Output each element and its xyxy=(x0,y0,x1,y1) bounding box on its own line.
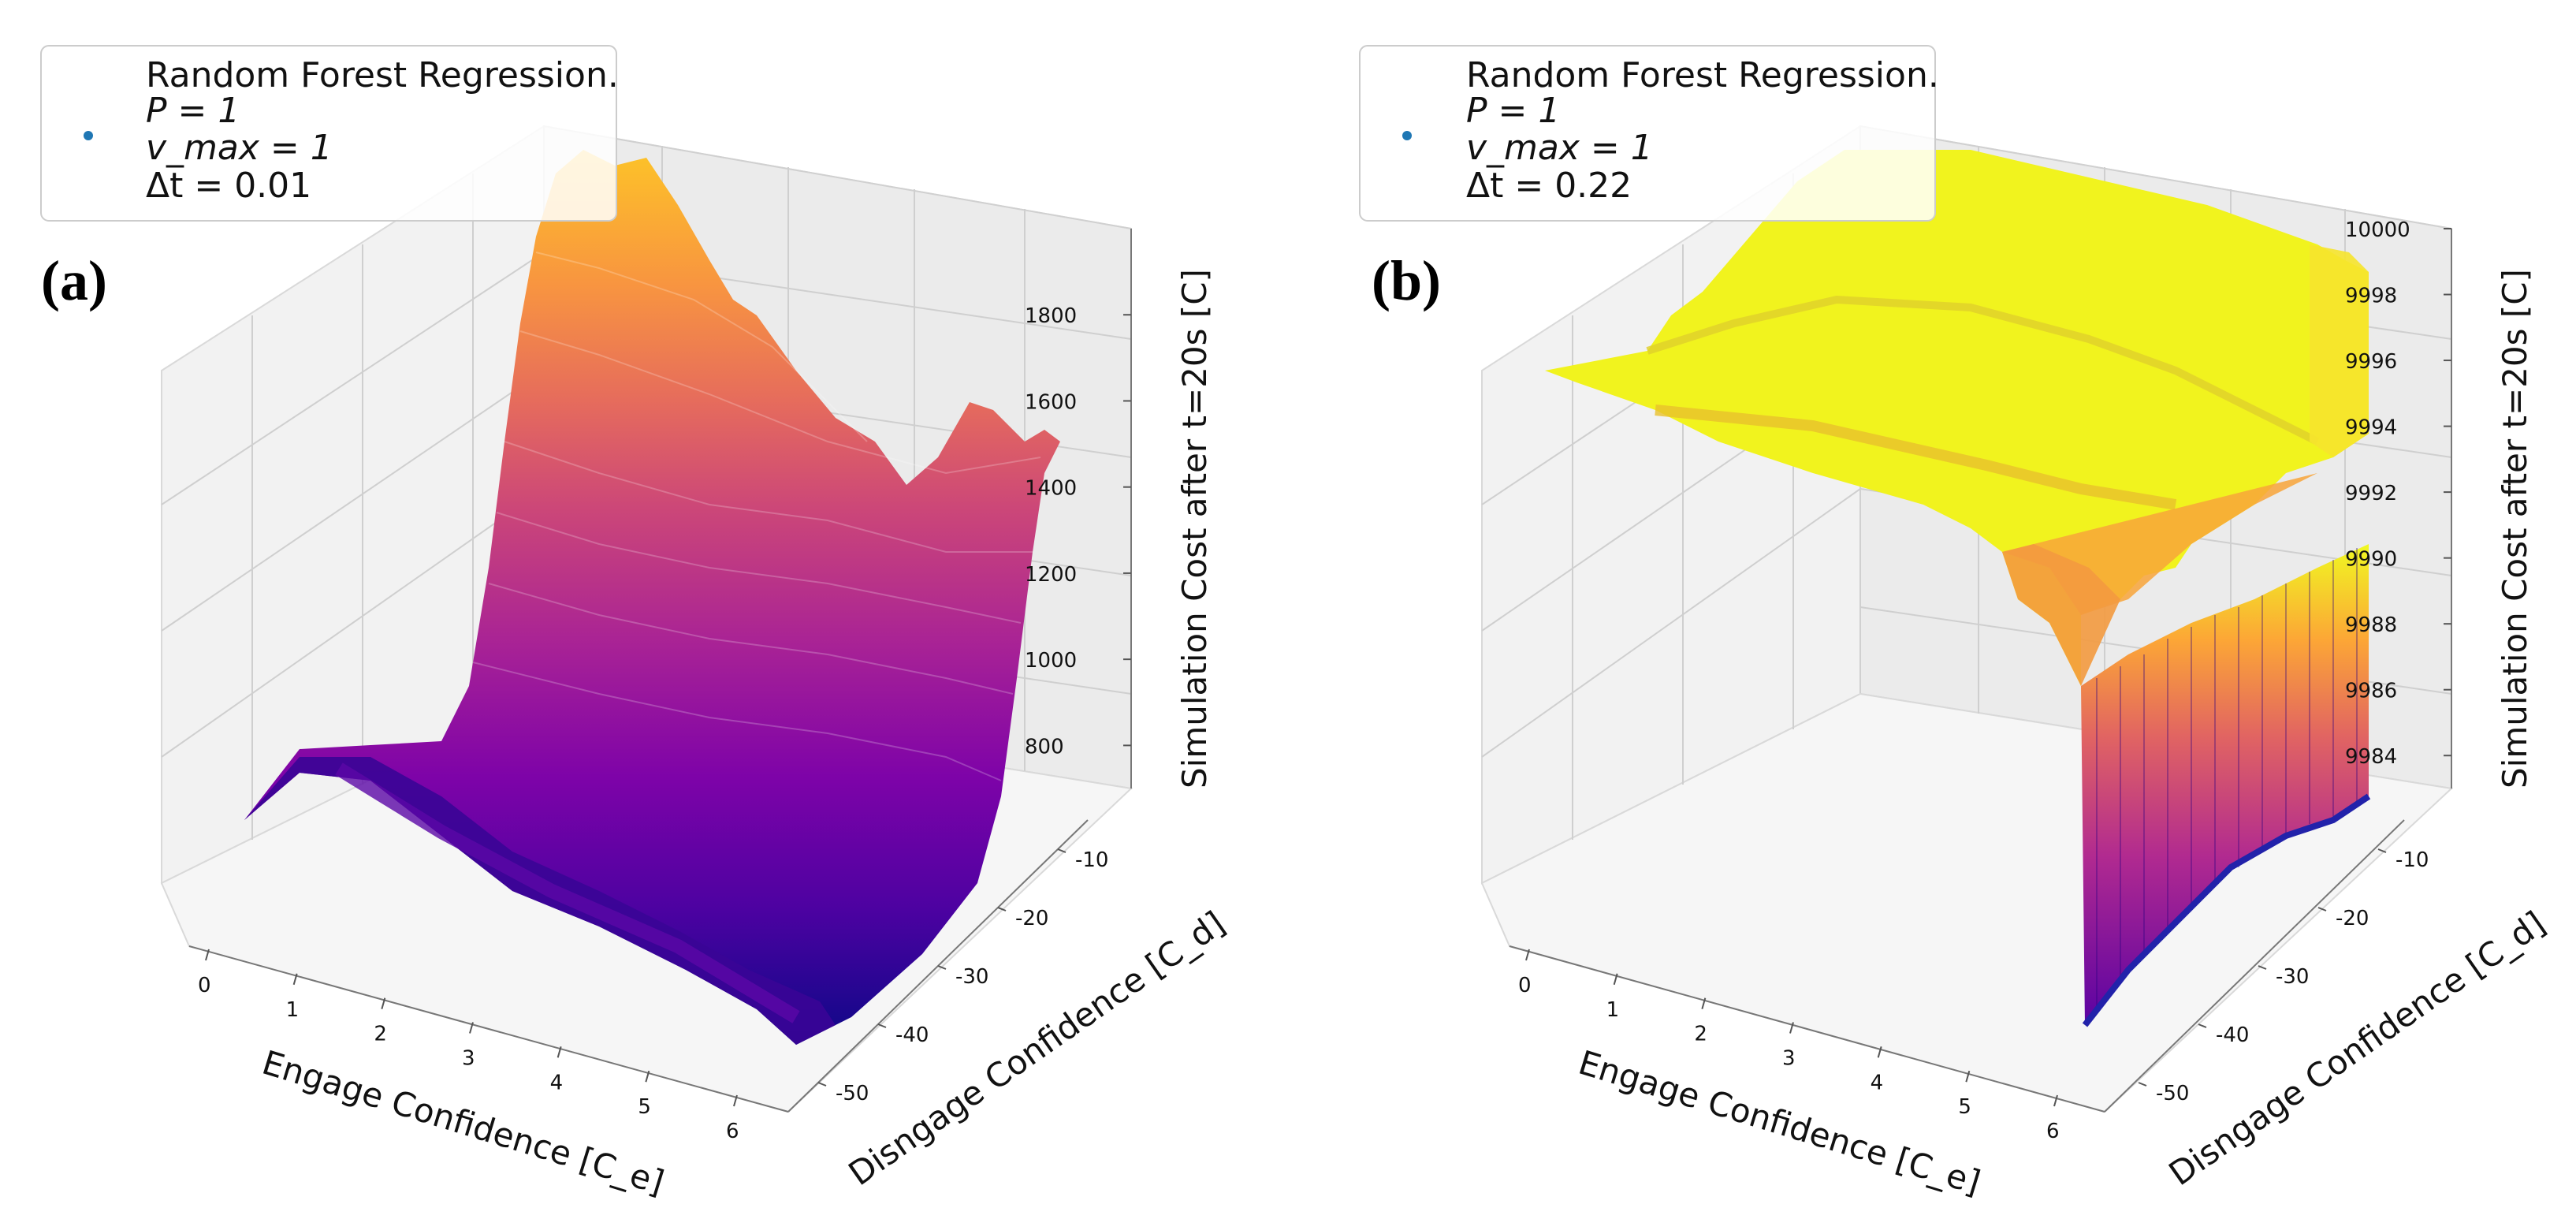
legend-title-a: Random Forest Regression. xyxy=(146,55,619,95)
x-tick-label: 0 xyxy=(1518,974,1532,997)
x-tick-mark xyxy=(2053,1094,2058,1107)
x-tick-label: 2 xyxy=(1694,1023,1707,1046)
x-tick-mark xyxy=(292,973,298,986)
x-tick-label: 0 xyxy=(198,974,211,997)
x-tick-label: 5 xyxy=(638,1095,651,1119)
y-tick-mark xyxy=(2258,965,2267,970)
surface-b xyxy=(1545,150,2371,1027)
x-axis-title-b: Engage Confidence [C_e] xyxy=(1574,1043,1985,1202)
panel-tag-b: (b) xyxy=(1372,249,1441,312)
z-tick-label: 1000 xyxy=(1025,649,1077,673)
legend-a: Random Forest Regression. P = 1 v_max = … xyxy=(40,45,619,222)
y-axis-line-b xyxy=(2104,819,2405,1113)
legend-title-b: Random Forest Regression. xyxy=(1466,55,1939,95)
panel-a: 0 1 2 3 4 5 6 -50 -40 -30 -20 -10 800 1000 1200 1400 1… xyxy=(40,45,1232,1202)
z-tick-label: 9996 xyxy=(2345,350,2397,374)
x-tick-label: 1 xyxy=(1606,998,1620,1022)
y-tick-mark xyxy=(817,1082,827,1087)
legend-line-b-2: Δt = 0.22 xyxy=(1466,166,1632,206)
z-tick-label: 1600 xyxy=(1025,390,1077,414)
x-tick-mark xyxy=(1965,1070,1971,1083)
y-tick-mark xyxy=(2377,848,2387,853)
x-tick-label: 6 xyxy=(2046,1120,2060,1143)
y-tick-label: -20 xyxy=(1015,907,1048,930)
x-axis-line-b xyxy=(1509,945,2105,1113)
x-tick-mark xyxy=(557,1046,562,1058)
z-ticks-a: 800 1000 1200 1400 1600 1800 xyxy=(1025,304,1131,759)
z-tick-label: 9990 xyxy=(2345,548,2397,572)
z-tick-label: 800 xyxy=(1025,735,1064,759)
y-tick-mark xyxy=(2198,1023,2207,1028)
y-tick-label: -30 xyxy=(955,965,988,989)
y-tick-label: -40 xyxy=(895,1023,929,1047)
z-tick-label: 10000 xyxy=(2345,218,2410,242)
z-tick-label: 9994 xyxy=(2345,416,2397,440)
x-tick-mark xyxy=(1613,973,1618,986)
y-ticks-a: -50 -40 -30 -20 -10 xyxy=(817,848,1108,1105)
y-tick-mark xyxy=(997,907,1007,911)
legend-line-a-1: v_max = 1 xyxy=(146,128,333,168)
x-tick-label: 3 xyxy=(462,1047,475,1071)
x-tick-label: 4 xyxy=(550,1071,564,1094)
x-tick-label: 3 xyxy=(1782,1047,1796,1071)
z-tick-label: 1400 xyxy=(1025,477,1077,501)
legend-line-a-0: P = 1 xyxy=(146,91,240,131)
x-tick-label: 2 xyxy=(374,1023,387,1046)
z-tick-label: 9998 xyxy=(2345,285,2397,308)
y-tick-mark xyxy=(2138,1082,2147,1087)
y-tick-mark xyxy=(937,965,947,970)
legend-line-a-2: Δt = 0.01 xyxy=(146,166,311,206)
y-tick-label: -20 xyxy=(2336,907,2369,930)
x-tick-mark xyxy=(1701,997,1707,1009)
panel-tag-a: (a) xyxy=(41,249,107,312)
x-tick-label: 4 xyxy=(1871,1071,1884,1094)
z-tick-label: 1200 xyxy=(1025,563,1077,587)
x-tick-mark xyxy=(733,1094,738,1107)
x-ticks-b: 0 1 2 3 4 5 6 xyxy=(1518,949,2060,1143)
z-tick-label: 9984 xyxy=(2345,745,2397,769)
y-tick-label: -40 xyxy=(2216,1023,2249,1047)
x-tick-mark xyxy=(469,1022,474,1034)
surface-a xyxy=(244,150,1060,1045)
y-tick-label: -10 xyxy=(2395,848,2429,872)
z-tick-label: 9988 xyxy=(2345,613,2397,637)
legend-marker-a xyxy=(84,131,93,140)
z-tick-label: 9986 xyxy=(2345,680,2397,703)
legend-marker-b xyxy=(1402,131,1412,140)
legend-line-b-0: P = 1 xyxy=(1466,91,1560,131)
z-tick-label: 9992 xyxy=(2345,482,2397,505)
z-axis-title-a: Simulation Cost after t=20s [C] xyxy=(1175,269,1214,788)
x-tick-mark xyxy=(1789,1022,1794,1034)
y-tick-label: -50 xyxy=(2156,1082,2189,1105)
legend-line-b-1: v_max = 1 xyxy=(1466,128,1653,168)
x-tick-label: 6 xyxy=(726,1120,739,1143)
x-tick-label: 5 xyxy=(1958,1095,1971,1119)
z-axis-title-b: Simulation Cost after t=20s [C] xyxy=(2496,269,2534,788)
y-tick-label: -30 xyxy=(2276,965,2309,989)
x-ticks-a: 0 1 2 3 4 5 6 xyxy=(198,949,739,1143)
x-tick-mark xyxy=(381,997,386,1009)
y-tick-label: -50 xyxy=(836,1082,869,1105)
y-tick-label: -10 xyxy=(1075,848,1108,872)
y-tick-mark xyxy=(1057,848,1067,853)
y-tick-mark xyxy=(2317,907,2327,911)
z-ticks-b: 9984 9986 9988 9990 9992 9994 9996 9998 10000 xyxy=(2345,218,2451,769)
x-tick-mark xyxy=(1525,949,1530,961)
y-ticks-b: -50 -40 -30 -20 -10 xyxy=(2138,848,2429,1105)
x-tick-mark xyxy=(205,949,210,961)
x-tick-mark xyxy=(645,1070,650,1083)
x-tick-label: 1 xyxy=(286,998,300,1022)
panel-b: 0 1 2 3 4 5 6 -50 -40 -30 -20 -10 9984 9986 9988 9990… xyxy=(1359,45,2552,1202)
z-tick-label: 1800 xyxy=(1025,304,1077,328)
x-tick-mark xyxy=(1877,1046,1882,1058)
legend-b: Random Forest Regression. P = 1 v_max = … xyxy=(1359,45,1939,222)
y-tick-mark xyxy=(877,1023,887,1028)
x-axis-line-a xyxy=(188,945,789,1113)
